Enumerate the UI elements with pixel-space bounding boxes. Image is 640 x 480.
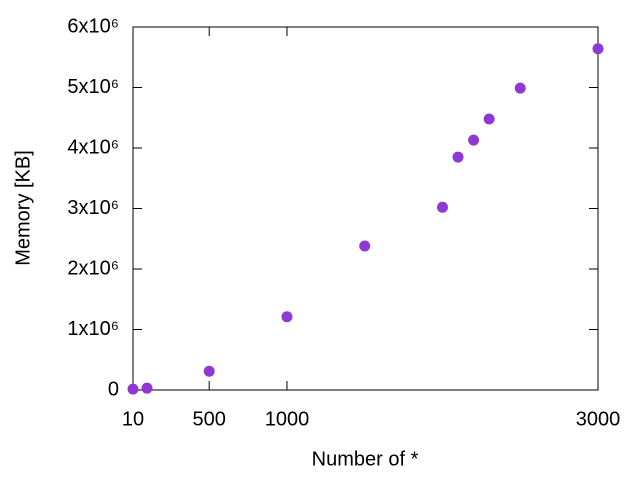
point bbox=[592, 43, 604, 55]
plot-border bbox=[132, 26, 599, 391]
point bbox=[141, 382, 153, 394]
point bbox=[436, 201, 448, 213]
x-axis-label: Number of * bbox=[312, 448, 419, 470]
point bbox=[359, 240, 371, 252]
point bbox=[468, 134, 480, 146]
point bbox=[281, 311, 293, 323]
x-tick-label: 10 bbox=[122, 408, 144, 430]
point bbox=[483, 113, 495, 125]
y-tick-label: 4x10⁶ bbox=[67, 136, 119, 158]
point bbox=[203, 365, 215, 377]
point bbox=[452, 151, 464, 163]
y-tick-label: 1x10⁶ bbox=[67, 318, 119, 340]
y-axis-label: Memory [KB] bbox=[12, 150, 34, 266]
y-tick-label: 2x10⁶ bbox=[67, 257, 119, 279]
y-tick-label: 5x10⁶ bbox=[67, 76, 119, 98]
x-tick-label: 1000 bbox=[265, 408, 310, 430]
y-tick-label: 3x10⁶ bbox=[67, 197, 119, 219]
point bbox=[127, 383, 139, 395]
x-tick-label: 3000 bbox=[576, 408, 621, 430]
point bbox=[514, 82, 526, 94]
x-tick-label: 500 bbox=[193, 408, 226, 430]
y-tick-label: 6x10⁶ bbox=[67, 15, 119, 37]
y-tick-label: 0 bbox=[108, 378, 119, 400]
